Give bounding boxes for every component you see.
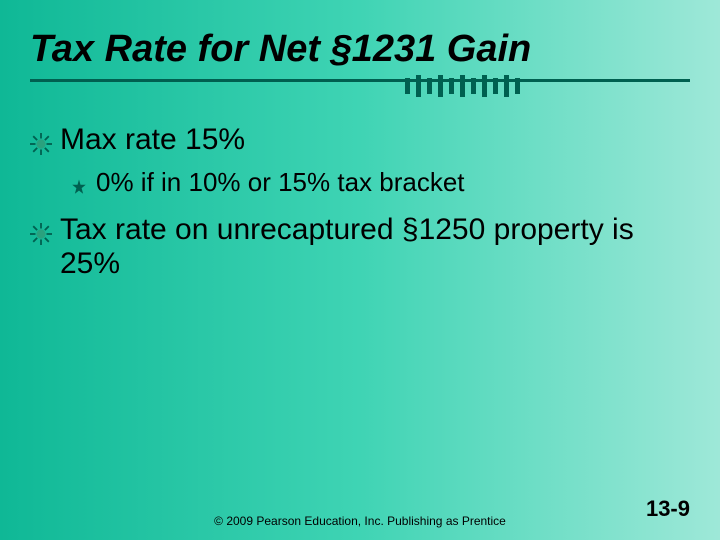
rule-line [30,79,690,82]
footer-page-number: 13-9 [646,496,690,522]
title-rule [30,79,690,95]
bullet-level2: 0% if in 10% or 15% tax bracket [70,167,690,203]
title-block: Tax Rate for Net §1231 Gain [0,0,720,105]
star-icon [70,172,88,203]
bullet-text: Tax rate on unrecaptured §1250 property … [60,213,690,281]
content-area: Max rate 15% 0% if in 10% or 15% tax bra… [0,105,720,281]
bullet-text: 0% if in 10% or 15% tax bracket [96,167,690,198]
bullet-text: Max rate 15% [60,123,690,157]
rule-ticks [405,75,520,97]
bullet-level1: Max rate 15% [30,123,690,163]
sunburst-icon [30,219,52,253]
slide-title: Tax Rate for Net §1231 Gain [30,28,690,71]
bullet-level1: Tax rate on unrecaptured §1250 property … [30,213,690,281]
footer-copyright: © 2009 Pearson Education, Inc. Publishin… [0,514,720,528]
sunburst-icon [30,129,52,163]
